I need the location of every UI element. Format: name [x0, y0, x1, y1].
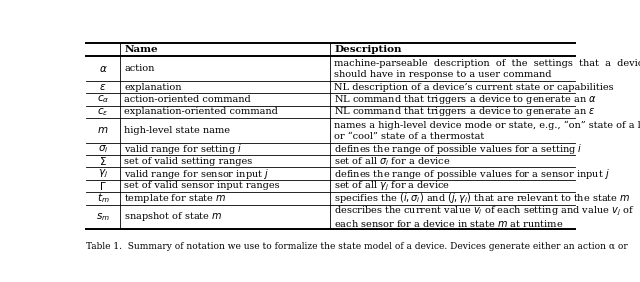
Text: set of valid setting ranges: set of valid setting ranges	[124, 157, 252, 166]
Text: $\epsilon$: $\epsilon$	[99, 82, 107, 92]
Text: $\sigma_i$: $\sigma_i$	[98, 143, 108, 155]
Text: NL description of a device’s current state or capabilities: NL description of a device’s current sta…	[335, 83, 614, 92]
Text: explanation-oriented command: explanation-oriented command	[124, 107, 278, 116]
Text: valid range for setting $i$: valid range for setting $i$	[124, 142, 242, 156]
Text: NL command that triggers a device to generate an $\epsilon$: NL command that triggers a device to gen…	[335, 105, 596, 118]
Text: template for state $m$: template for state $m$	[124, 192, 227, 205]
Text: or “cool” state of a thermostat: or “cool” state of a thermostat	[335, 132, 484, 141]
Text: NL command that triggers a device to generate an $\alpha$: NL command that triggers a device to gen…	[335, 93, 597, 106]
Text: Name: Name	[124, 45, 158, 54]
Text: specifies the $(i, \sigma_i)$ and $(j, \gamma_i)$ that are relevant to the state: specifies the $(i, \sigma_i)$ and $(j, \…	[335, 191, 631, 205]
Text: $\gamma_j$: $\gamma_j$	[98, 168, 108, 180]
Text: each sensor for a device in state $m$ at runtime: each sensor for a device in state $m$ at…	[335, 218, 564, 229]
Text: $c_{\alpha}$: $c_{\alpha}$	[97, 94, 109, 105]
Text: valid range for sensor input $j$: valid range for sensor input $j$	[124, 167, 269, 181]
Text: defines the range of possible values for a setting $i$: defines the range of possible values for…	[335, 142, 583, 156]
Text: set of all $\sigma_i$ for a device: set of all $\sigma_i$ for a device	[335, 155, 451, 168]
Text: high-level state name: high-level state name	[124, 126, 230, 135]
Text: describes the current value $v_i$ of each setting and value $v_j$ of: describes the current value $v_i$ of eac…	[335, 205, 636, 218]
Text: machine-parseable  description  of  the  settings  that  a  device: machine-parseable description of the set…	[335, 59, 640, 68]
Text: $s_m$: $s_m$	[96, 211, 110, 223]
Text: action: action	[124, 64, 154, 73]
Text: $\alpha$: $\alpha$	[99, 63, 108, 74]
Text: $t_m$: $t_m$	[97, 191, 109, 205]
Text: $m$: $m$	[97, 125, 109, 135]
Text: set of all $\gamma_j$ for a device: set of all $\gamma_j$ for a device	[335, 179, 451, 193]
Text: $\Sigma$: $\Sigma$	[99, 155, 107, 167]
Text: $\Gamma$: $\Gamma$	[99, 180, 107, 192]
Text: Description: Description	[335, 45, 402, 54]
Text: should have in response to a user command: should have in response to a user comman…	[335, 70, 552, 80]
Text: $c_{\epsilon}$: $c_{\epsilon}$	[97, 106, 109, 118]
Text: set of valid sensor input ranges: set of valid sensor input ranges	[124, 182, 280, 190]
Text: defines the range of possible values for a sensor input $j$: defines the range of possible values for…	[335, 167, 611, 181]
Text: Table 1.  Summary of notation we use to formalize the state model of a device. D: Table 1. Summary of notation we use to f…	[86, 242, 628, 251]
Text: snapshot of state $m$: snapshot of state $m$	[124, 210, 223, 223]
Text: action-oriented command: action-oriented command	[124, 95, 251, 104]
Text: names a high-level device mode or state, e.g., “on” state of a light: names a high-level device mode or state,…	[335, 120, 640, 129]
Text: explanation: explanation	[124, 83, 182, 92]
